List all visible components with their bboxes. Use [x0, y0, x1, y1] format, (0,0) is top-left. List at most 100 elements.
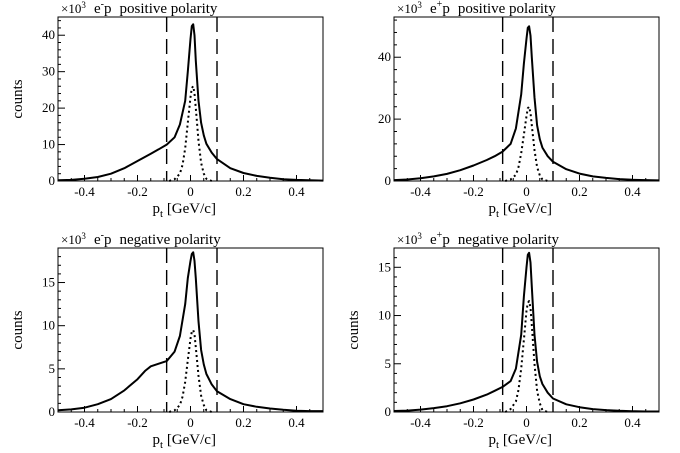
title-target: p [442, 1, 450, 17]
x-tick-label: -0.4 [410, 184, 431, 199]
y-multiplier: ×103 [397, 0, 422, 16]
x-tick-label: -0.4 [74, 184, 95, 199]
x-tick-label: 0.4 [288, 415, 305, 430]
series-dotted-line [168, 329, 213, 413]
multiplier-base: ×10 [397, 232, 417, 247]
y-axis-label: counts [346, 310, 362, 349]
multiplier-base: ×10 [397, 1, 417, 16]
x-tick-label: 0.4 [624, 415, 641, 430]
x-axis-label: pt [GeV/c] [153, 432, 216, 451]
xlabel-sub: t [496, 439, 499, 451]
y-tick-label: 5 [385, 356, 392, 371]
y-tick-label: 40 [378, 49, 391, 64]
y-tick-label: 0 [49, 404, 56, 419]
x-axis-label: pt [GeV/c] [489, 432, 552, 451]
title-text: negative polarity [120, 232, 222, 248]
x-tick-label: 0.2 [571, 415, 587, 430]
xlabel-base: p [489, 201, 497, 217]
title-target: p [442, 232, 450, 248]
x-tick-label: -0.2 [463, 184, 484, 199]
plot-frame [57, 247, 324, 413]
title-target: p [104, 1, 112, 17]
series-dotted-line [168, 85, 213, 182]
title-particle: e [430, 232, 437, 248]
x-tick-label: 0.2 [235, 415, 251, 430]
xlabel-sub: t [160, 439, 163, 451]
y-tick-label: 20 [378, 111, 391, 126]
x-axis-label: pt [GeV/c] [153, 201, 216, 220]
y-tick-label: 10 [42, 137, 55, 152]
y-tick-label: 0 [385, 173, 392, 188]
title-target: p [104, 232, 112, 248]
title-charge: - [101, 0, 104, 10]
title-text: positive polarity [120, 1, 218, 17]
y-tick-label: 30 [42, 64, 55, 79]
title-text: positive polarity [458, 1, 556, 17]
y-tick-label: 40 [42, 27, 55, 42]
x-tick-label: -0.2 [127, 184, 148, 199]
xlabel-unit: [GeV/c] [163, 432, 216, 448]
title-particle: e [94, 232, 101, 248]
panel-title: e+p negative polarity [430, 230, 560, 248]
y-tick-label: 10 [42, 318, 55, 333]
series-solid-line [393, 25, 660, 182]
series-dotted-line [505, 105, 548, 182]
y-multiplier: ×103 [397, 231, 422, 247]
multiplier-exponent: 3 [417, 231, 422, 241]
multiplier-exponent: 3 [81, 0, 86, 10]
y-tick-label: 0 [385, 404, 392, 419]
title-text: negative polarity [458, 232, 560, 248]
x-tick-label: -0.4 [74, 415, 95, 430]
x-tick-label: -0.2 [127, 415, 148, 430]
multiplier-base: ×10 [61, 232, 81, 247]
y-axis-label: counts [10, 79, 26, 118]
title-particle: e [94, 1, 101, 17]
panel-title: e-p negative polarity [94, 230, 221, 248]
x-tick-label: -0.2 [463, 415, 484, 430]
xlabel-sub: t [160, 208, 163, 220]
y-tick-label: 15 [42, 275, 55, 290]
x-tick-label: 0.2 [235, 184, 251, 199]
y-tick-label: 20 [42, 100, 55, 115]
title-charge: + [437, 0, 443, 10]
xlabel-unit: [GeV/c] [499, 201, 552, 217]
panel-title: e-p positive polarity [94, 0, 218, 17]
title-charge: + [437, 230, 443, 241]
xlabel-base: p [153, 432, 161, 448]
xlabel-unit: [GeV/c] [163, 201, 216, 217]
series-solid-line [393, 251, 659, 413]
x-tick-label: 0.4 [624, 184, 641, 199]
y-tick-label: 5 [49, 361, 56, 376]
x-tick-label: 0 [187, 415, 194, 430]
title-particle: e [430, 1, 437, 17]
x-tick-label: -0.4 [410, 415, 431, 430]
y-tick-label: 10 [378, 308, 391, 323]
xlabel-sub: t [496, 208, 499, 220]
x-tick-label: 0.2 [571, 184, 587, 199]
x-tick-label: 0 [187, 184, 194, 199]
y-tick-label: 15 [378, 259, 391, 274]
x-tick-label: 0.4 [288, 184, 305, 199]
multiplier-exponent: 3 [81, 231, 86, 241]
title-charge: - [101, 230, 104, 241]
panel-title: e+p positive polarity [430, 0, 556, 17]
y-tick-label: 0 [49, 173, 56, 188]
xlabel-unit: [GeV/c] [499, 432, 552, 448]
series-dotted-line [504, 300, 549, 413]
y-multiplier: ×103 [61, 231, 86, 247]
y-axis-label: counts [10, 310, 26, 349]
xlabel-base: p [489, 432, 497, 448]
x-axis-label: pt [GeV/c] [489, 201, 552, 220]
x-tick-label: 0 [523, 415, 530, 430]
y-multiplier: ×103 [61, 0, 86, 16]
multiplier-base: ×10 [61, 1, 81, 16]
series-solid-line [57, 23, 324, 182]
x-tick-label: 0 [523, 184, 530, 199]
multiplier-exponent: 3 [417, 0, 422, 10]
xlabel-base: p [153, 201, 161, 217]
